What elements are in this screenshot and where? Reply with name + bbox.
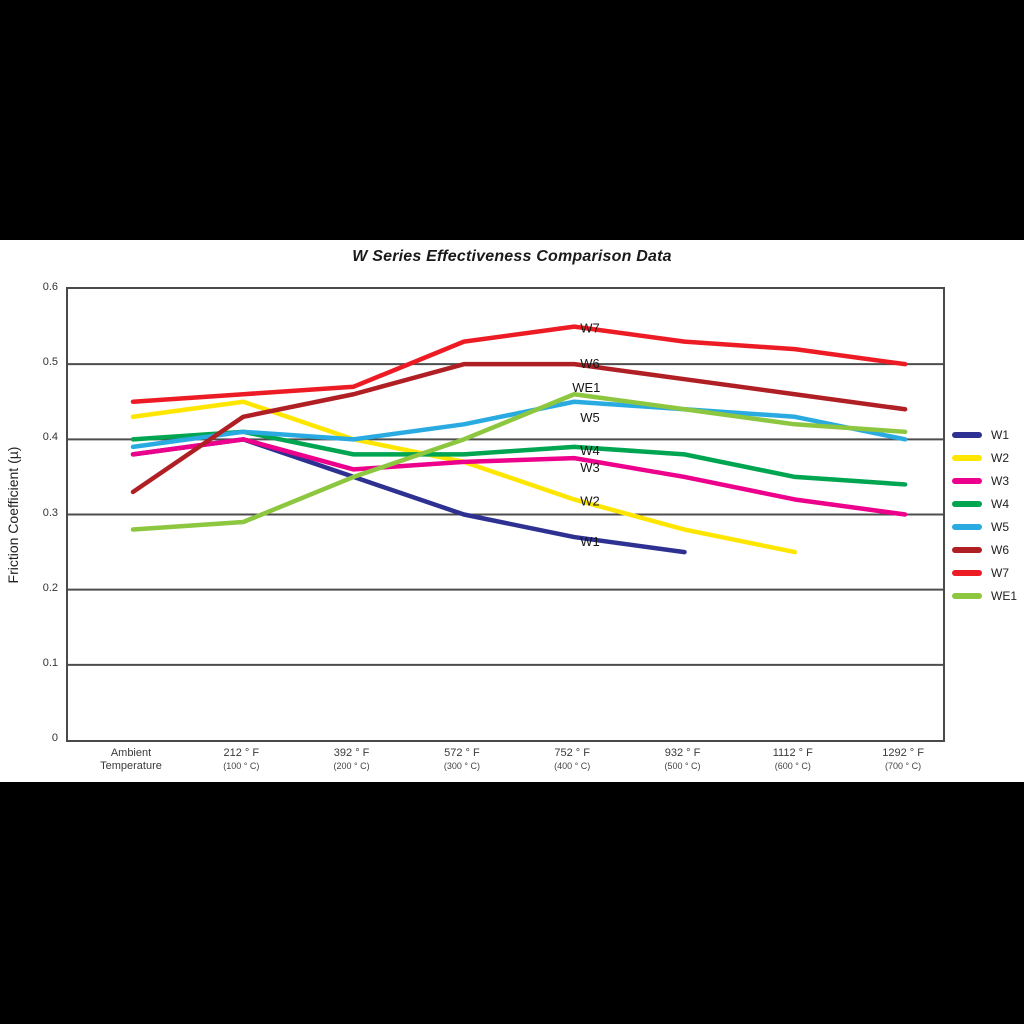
series-point-label-W5: W5	[580, 410, 600, 425]
chart-image: W Series Effectiveness Comparison Data F…	[0, 240, 1024, 782]
y-tick-label: 0.2	[42, 581, 58, 594]
legend-label-W3: W3	[991, 473, 1009, 488]
legend-swatch-W6	[952, 546, 982, 553]
series-line-W6	[130, 361, 908, 495]
y-tick-label: 0.3	[42, 506, 58, 519]
x-tick-sub: (700 ° C)	[885, 761, 922, 771]
plot-area: W1 W2 W3 W4 W5 W6 W7 WE1	[66, 287, 945, 742]
series-point-label-WE1: WE1	[572, 380, 600, 395]
x-tick-label: 932 ° F (500 ° C)	[623, 747, 743, 772]
legend-label-WE1: WE1	[991, 588, 1018, 603]
legend-swatch-WE1	[952, 592, 982, 599]
x-tick-main: 1112 ° F	[772, 747, 813, 759]
x-tick-sub: (200 ° C)	[333, 761, 370, 771]
series-line-W3	[130, 437, 908, 517]
y-tick-label: 0.1	[42, 656, 58, 669]
legend: W1 W2 W3 W4 W5 W6 W7 WE1	[952, 423, 1017, 607]
x-tick-label: 572 ° F (300 ° C)	[402, 747, 522, 772]
x-tick-sub: (400 ° C)	[554, 761, 591, 771]
legend-entry-W4: W4	[952, 492, 1017, 515]
series-line-W5	[130, 399, 908, 450]
y-tick-label: 0	[51, 732, 58, 744]
legend-entry-W7: W7	[952, 561, 1017, 584]
y-tick-label: 0.4	[42, 431, 58, 444]
legend-entry-W6: W6	[952, 538, 1017, 561]
x-tick-label: 1112 ° F (600 ° C)	[733, 747, 853, 772]
legend-label-W6: W6	[991, 542, 1009, 557]
chart-canvas: W1 W2 W3 W4 W5 W6 W7 WE1	[68, 321, 943, 666]
legend-label-W1: W1	[991, 427, 1009, 442]
x-tick-sub: (300 ° C)	[443, 761, 480, 771]
x-tick-label: 1292 ° F (700 ° C)	[843, 747, 963, 772]
x-tick-main: 572 ° F	[444, 747, 480, 759]
series-point-label-W4: W4	[580, 443, 600, 458]
legend-swatch-W2	[952, 454, 982, 461]
series-line-W4	[130, 429, 908, 487]
legend-label-W4: W4	[991, 496, 1009, 511]
legend-entry-W5: W5	[952, 515, 1017, 538]
legend-label-W5: W5	[991, 519, 1009, 534]
legend-entry-W1: W1	[952, 423, 1017, 446]
legend-swatch-W4	[952, 500, 982, 507]
legend-swatch-W5	[952, 523, 982, 530]
legend-label-W2: W2	[991, 450, 1009, 465]
x-tick-sub: (100 ° C)	[223, 761, 260, 771]
chart-title: W Series Effectiveness Comparison Data	[352, 248, 672, 265]
series-point-label-W1: W1	[580, 534, 600, 549]
x-tick-main: 752 ° F	[554, 747, 590, 759]
legend-swatch-W7	[952, 569, 982, 576]
x-tick-main: 392 ° F	[333, 747, 370, 759]
y-tick-label: 0.6	[42, 281, 58, 293]
series-point-label-W6: W6	[580, 356, 600, 371]
x-tick-label: 212 ° F (100 ° C)	[181, 747, 301, 772]
series-point-label-W2: W2	[580, 493, 600, 508]
x-tick-sub: (600 ° C)	[774, 761, 811, 771]
x-tick-sub: Temperature	[100, 760, 162, 772]
series-line-W7	[130, 324, 908, 404]
legend-entry-WE1: WE1	[952, 584, 1017, 607]
x-tick-main: Ambient	[110, 747, 152, 759]
legend-entry-W3: W3	[952, 469, 1017, 492]
x-tick-sub: (500 ° C)	[664, 761, 701, 771]
x-tick-main: 932 ° F	[664, 747, 701, 759]
x-tick-main: 212 ° F	[223, 747, 260, 759]
x-tick-label: 392 ° F (200 ° C)	[292, 747, 412, 772]
series-point-label-W3: W3	[580, 460, 600, 475]
x-tick-main: 1292 ° F	[882, 747, 924, 759]
legend-swatch-W3	[952, 477, 982, 484]
series-point-label-W7: W7	[580, 321, 600, 336]
legend-entry-W2: W2	[952, 446, 1017, 469]
series-line-WE1	[130, 391, 908, 532]
legend-label-W7: W7	[991, 565, 1009, 580]
x-tick-label: Ambient Temperature	[71, 747, 191, 773]
x-tick-label: 752 ° F (400 ° C)	[512, 747, 632, 772]
legend-swatch-W1	[952, 431, 982, 438]
y-tick-label: 0.5	[42, 356, 58, 369]
